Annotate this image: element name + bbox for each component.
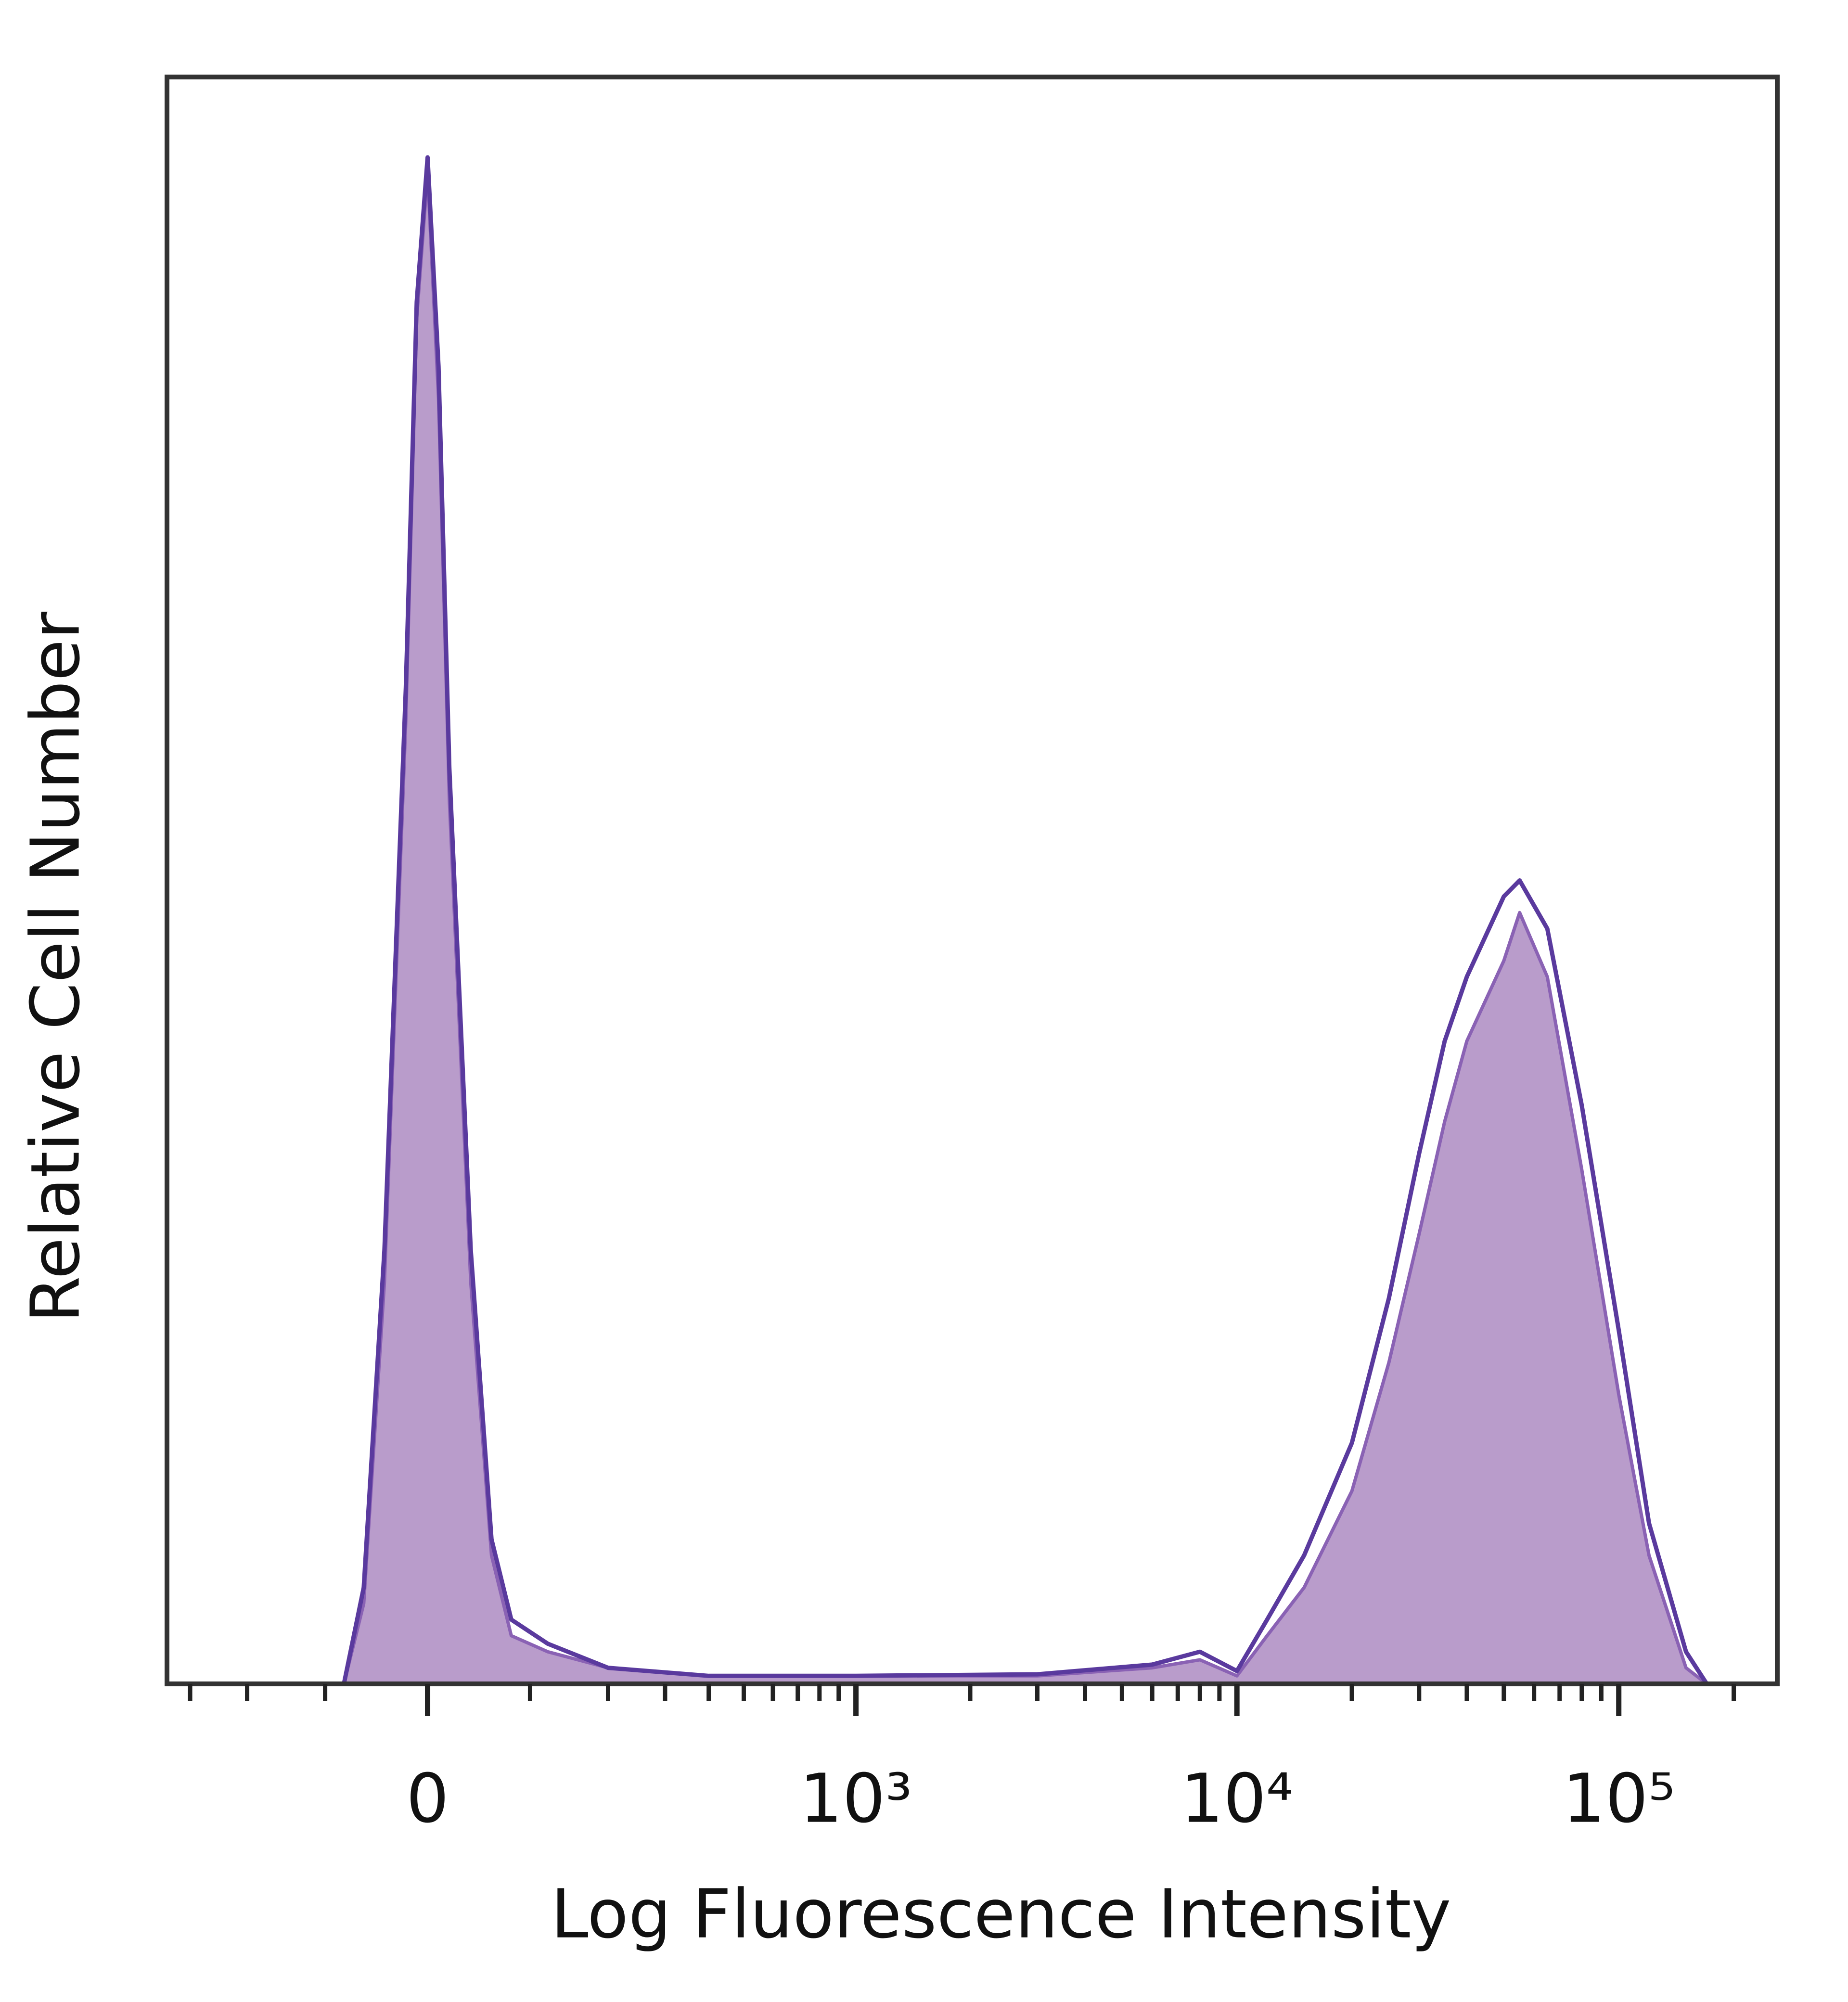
x-tick-label: 10⁴ xyxy=(1181,1760,1293,1838)
x-tick-label: 10⁵ xyxy=(1563,1760,1675,1838)
x-tick-label: 0 xyxy=(406,1760,449,1838)
x-axis-label: Log Fluorescence Intensity xyxy=(551,1875,1451,1954)
histogram-area xyxy=(342,171,1709,1686)
y-axis-label: Relative Cell Number xyxy=(17,612,95,1323)
histogram-line xyxy=(342,155,1709,1685)
x-tick-label: 10³ xyxy=(799,1760,912,1838)
